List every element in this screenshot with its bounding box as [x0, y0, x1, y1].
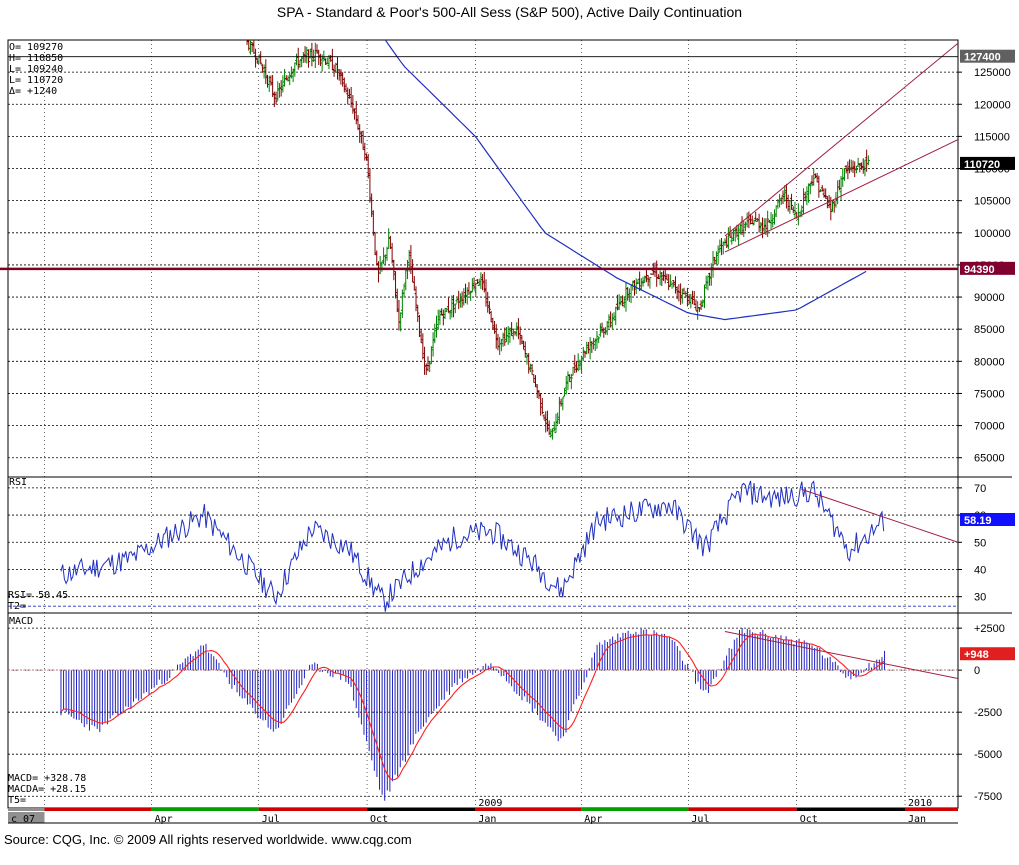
time-axis-label: Oct: [370, 814, 388, 825]
time-axis-strip: [475, 808, 582, 811]
rsi-readout: RSI= 50.45: [8, 590, 68, 601]
last-price-tag-bg: [960, 156, 1015, 170]
top-price-tag-bg: [960, 49, 1015, 63]
price-series: [244, 40, 958, 440]
time-axis-strip: [581, 808, 689, 811]
time-axis-label: Jan: [478, 814, 496, 825]
rsi-last-tag: 58.19: [964, 515, 992, 527]
time-axis-strip: [8, 808, 45, 811]
macd-panel-label: MACD: [9, 616, 33, 627]
rsi-t2-readout: T2=: [8, 601, 26, 612]
rsi-tick-label: 40: [974, 564, 986, 576]
upper-trendline: [724, 42, 958, 237]
time-axis-strip: [688, 808, 797, 811]
price-tick-label: 125000: [974, 67, 1011, 79]
macd-tick-label: 0: [974, 665, 980, 677]
price-tick-label: 80000: [974, 356, 1005, 368]
year-label: 2010: [908, 798, 932, 809]
time-axis-label: Apr: [584, 814, 602, 825]
price-tick-label: 100000: [974, 228, 1011, 240]
price-info-readout: O= 109270: [9, 42, 63, 53]
time-axis-label: c 07: [11, 814, 35, 825]
macd-readout: T5=: [8, 795, 26, 806]
lower-trendline: [724, 139, 958, 253]
rsi-tick-label: 70: [974, 483, 986, 495]
year-label: 2009: [478, 798, 502, 809]
price-info-readout: L= 109240: [9, 64, 63, 75]
price-tick-label: 105000: [974, 196, 1011, 208]
time-axis-label: Jul: [262, 814, 280, 825]
last-price-tag: 110720: [964, 159, 1000, 171]
rsi-line: [60, 480, 885, 612]
time-axis-strip: [905, 808, 958, 811]
time-axis-first-cell: [8, 812, 45, 823]
time-axis-strip: [44, 808, 152, 811]
price-tick-label: 75000: [974, 388, 1005, 400]
rsi-series: [60, 480, 958, 612]
price-tick-label: 90000: [974, 292, 1005, 304]
rsi-panel-label: RSI: [9, 477, 27, 488]
chart-title: SPA - Standard & Poor's 500-All Sess (S&…: [276, 4, 743, 20]
time-axis-label: Jan: [908, 814, 926, 825]
plot-frame: [7, 39, 959, 809]
time-axis-label: Oct: [800, 814, 818, 825]
price-tick-label: 65000: [974, 453, 1005, 465]
macd-tick-label: -7500: [974, 791, 1002, 803]
rsi-tick-label: 50: [974, 537, 986, 549]
time-axis-strip: [258, 808, 368, 811]
rsi-tick-label: 30: [974, 592, 986, 604]
time-axis-strip: [367, 808, 476, 811]
price-tick-label: 120000: [974, 99, 1011, 111]
macd-last-tag-bg: [960, 647, 1015, 661]
price-tick-label: 70000: [974, 421, 1005, 433]
price-tick-label: 85000: [974, 324, 1005, 336]
time-axis-strip: [796, 808, 906, 811]
time-axis-strip: [151, 808, 259, 811]
support-price-tag: 94390: [964, 264, 995, 276]
price-info-readout: L= 110720: [9, 75, 63, 86]
macd-signal-line: [60, 633, 885, 781]
rsi-last-tag-bg: [960, 513, 1015, 527]
rsi-trendline: [801, 488, 958, 543]
source-credit: Source: CQG, Inc. © 2009 All rights rese…: [4, 832, 412, 847]
price-info-readout: H= 110850: [9, 53, 63, 64]
macd-readout: MACDA= +28.15: [8, 784, 86, 795]
support-price-tag-bg: [960, 261, 1015, 275]
moving-average-line: [384, 40, 867, 321]
top-price-tag: 127400: [964, 52, 1001, 64]
time-axis-label: Apr: [155, 814, 173, 825]
price-info-readout: Δ= +1240: [9, 86, 57, 97]
macd-tick-label: +2500: [974, 623, 1005, 635]
macd-tick-label: -2500: [974, 707, 1002, 719]
macd-tick-label: -5000: [974, 749, 1002, 761]
macd-readout: MACD= +328.78: [8, 773, 86, 784]
macd-trendline: [724, 631, 958, 680]
time-axis-label: Jul: [691, 814, 709, 825]
macd-last-tag: +948: [964, 649, 989, 661]
macd-series: [8, 628, 958, 801]
price-tick-label: 115000: [974, 131, 1010, 143]
